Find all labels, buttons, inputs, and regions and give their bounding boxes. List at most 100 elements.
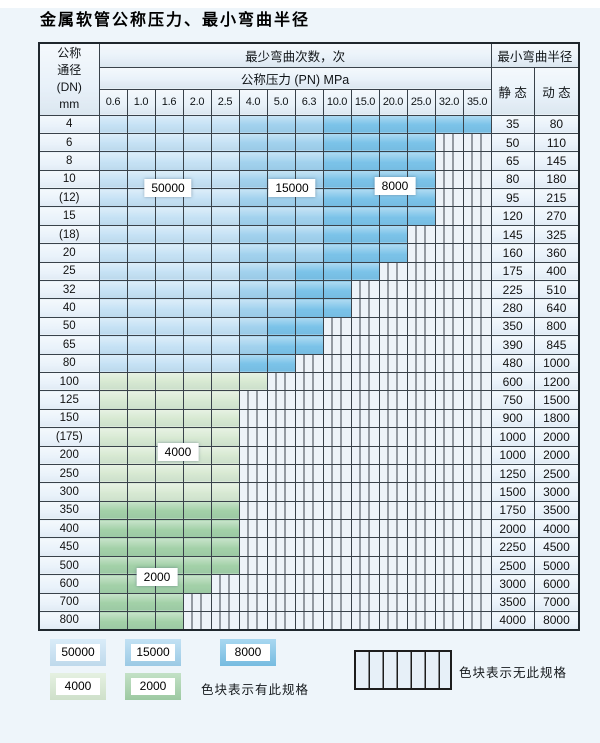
- spec-cell: [322, 243, 352, 263]
- dynamic-radius-value: 3500: [533, 500, 580, 521]
- no-spec-cell: [350, 574, 380, 594]
- table-row: (12) 95 215: [38, 188, 580, 208]
- no-spec-cell: [434, 482, 464, 502]
- spec-cell: [210, 463, 240, 484]
- spec-cell: [238, 169, 268, 190]
- header-row-pressure: 公称压力 (PN) MPa 静 态 动 态: [39, 66, 580, 116]
- no-spec-cell: [294, 519, 324, 539]
- no-spec-cell: [238, 445, 268, 465]
- static-radius-value: 2000: [490, 519, 535, 539]
- no-spec-cell: [406, 519, 436, 539]
- table-row: 20 160 360: [38, 243, 580, 263]
- legend: 50000 15000 8000 4000 2000 色块表示有此规格 色块表示无此规格: [38, 638, 583, 738]
- pressure-tick: 0.6: [98, 88, 128, 116]
- spec-cell: [406, 169, 436, 190]
- dynamic-radius-value: 510: [533, 280, 580, 300]
- row-label-dn: 15: [38, 206, 100, 226]
- no-spec-cell: [294, 555, 324, 576]
- no-spec-cell: [378, 353, 408, 373]
- header-row-bend-cycles: 公称 通径 (DN) mm 最少弯曲次数，次 最小弯曲半径: [38, 42, 580, 116]
- spec-cell: [378, 188, 408, 208]
- row-label-dn: 125: [38, 390, 100, 410]
- spec-cell: [182, 555, 212, 576]
- dynamic-radius-value: 2000: [533, 427, 580, 447]
- spec-cell: [238, 224, 268, 245]
- table-row: 100 600 1200: [38, 371, 580, 392]
- spec-cell: [266, 261, 296, 282]
- no-spec-cell: [434, 500, 464, 521]
- no-spec-cell: [378, 261, 408, 282]
- table-row: 10 80 180: [38, 169, 580, 190]
- no-spec-cell: [462, 390, 492, 410]
- dynamic-radius-value: 2000: [533, 445, 580, 465]
- row-label-dn: (175): [38, 427, 100, 447]
- dynamic-radius-value: 845: [533, 335, 580, 355]
- spec-cell: [238, 371, 268, 392]
- no-spec-cell: [462, 427, 492, 447]
- spec-cell: [238, 316, 268, 337]
- spec-cell: [98, 500, 128, 521]
- row-label-dn: 200: [38, 445, 100, 465]
- spec-cell: [126, 114, 156, 134]
- table-row: 32 225 510: [38, 280, 580, 300]
- spec-cell: [182, 132, 212, 153]
- spec-cell: [210, 132, 240, 153]
- no-spec-cell: [322, 611, 352, 631]
- spec-cell: [126, 243, 156, 263]
- no-spec-cell: [294, 445, 324, 465]
- spec-cell: [126, 206, 156, 226]
- no-spec-cell: [434, 243, 464, 263]
- no-spec-cell: [406, 371, 436, 392]
- spec-cell: [182, 445, 212, 465]
- spec-cell: [182, 353, 212, 373]
- spec-cell: [182, 463, 212, 484]
- table-row: 125 750 1500: [38, 390, 580, 410]
- spec-cell: [238, 132, 268, 153]
- static-radius-value: 1250: [490, 463, 535, 484]
- spec-cell: [322, 206, 352, 226]
- table-row: 400 2000 4000: [38, 519, 580, 539]
- no-spec-cell: [294, 427, 324, 447]
- no-spec-cell: [238, 408, 268, 429]
- row-label-dn: 500: [38, 555, 100, 576]
- no-spec-cell: [406, 243, 436, 263]
- static-radius-value: 3000: [490, 574, 535, 594]
- spec-cell: [266, 243, 296, 263]
- spec-cell: [126, 353, 156, 373]
- spec-cell: [98, 611, 128, 631]
- no-spec-cell: [462, 298, 492, 318]
- spec-cell: [126, 555, 156, 576]
- no-spec-cell: [434, 335, 464, 355]
- spec-cell: [238, 188, 268, 208]
- dynamic-radius-value: 1200: [533, 371, 580, 392]
- static-radius-value: 600: [490, 371, 535, 392]
- no-spec-cell: [406, 592, 436, 613]
- spec-cell: [322, 114, 352, 134]
- row-label-dn: 450: [38, 537, 100, 557]
- no-spec-cell: [378, 537, 408, 557]
- spec-cell: [126, 151, 156, 171]
- spec-cell: [322, 261, 352, 282]
- spec-cell: [294, 335, 324, 355]
- no-spec-cell: [378, 280, 408, 300]
- no-spec-cell: [294, 482, 324, 502]
- spec-cell: [126, 280, 156, 300]
- no-spec-cell: [462, 574, 492, 594]
- no-spec-cell: [378, 390, 408, 410]
- spec-cell: [98, 151, 128, 171]
- spec-cell: [182, 261, 212, 282]
- spec-cell: [350, 132, 380, 153]
- spec-cell: [210, 151, 240, 171]
- pressure-tick: 25.0: [406, 88, 436, 116]
- no-spec-cell: [406, 537, 436, 557]
- spec-cell: [126, 611, 156, 631]
- table-row: 40 280 640: [38, 298, 580, 318]
- legend-swatch: 50000: [50, 639, 106, 666]
- spec-cell: [350, 151, 380, 171]
- spec-cell: [182, 151, 212, 171]
- no-spec-cell: [238, 555, 268, 576]
- spec-cell: [154, 482, 184, 502]
- no-spec-cell: [238, 482, 268, 502]
- no-spec-cell: [434, 408, 464, 429]
- no-spec-cell: [266, 371, 296, 392]
